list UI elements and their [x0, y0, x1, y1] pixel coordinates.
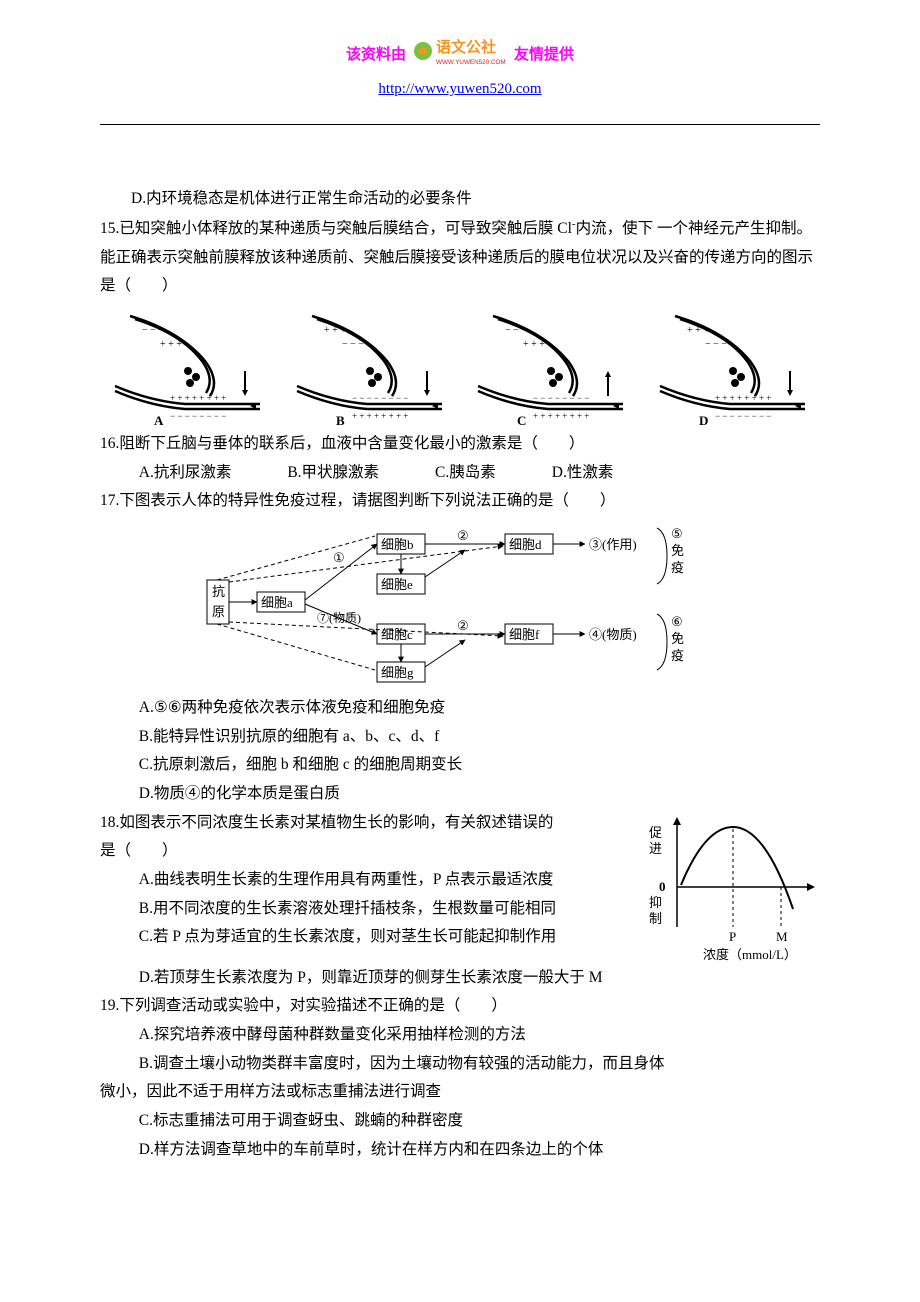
header-line-1: 该资料由 语文公社 WWW.YUWEN520.COM 友情提供 [100, 34, 820, 73]
q15-option-d-figure: + + + − − − + + + + + + + + − − − − − − … [655, 311, 810, 426]
svg-text:①: ① [333, 550, 345, 565]
svg-text:− − − − − − − −: − − − − − − − − [352, 393, 408, 403]
q17-stem: 17.下图表示人体的特异性免疫过程，请据图判断下列说法正确的是（ ） [100, 487, 820, 516]
svg-text:细胞g: 细胞g [381, 665, 414, 680]
q15-figure-row: − − − + + + + + + + + + + + − − − − − − … [110, 311, 810, 426]
svg-text:C: C [517, 413, 526, 426]
svg-text:②: ② [457, 618, 469, 633]
q19-opt-d: D.样方法调查草地中的车前草时，统计在样方内和在四条边上的个体 [100, 1136, 820, 1165]
svg-text:+ + +: + + + [687, 325, 709, 336]
logo-text-top: 语文公社 [436, 38, 496, 56]
svg-text:细胞a: 细胞a [261, 595, 293, 610]
svg-text:⑤: ⑤ [671, 526, 683, 541]
svg-text:细胞b: 细胞b [381, 537, 414, 552]
svg-text:− − − − − − − −: − − − − − − − − [533, 393, 589, 403]
document-body: D.内环境稳态是机体进行正常生命活动的必要条件 15.已知突触小体释放的某种递质… [100, 185, 820, 1164]
q19-opt-a: A.探究培养液中酵母菌种群数量变化采用抽样检测的方法 [100, 1021, 820, 1050]
q18-opt-d: D.若顶芽生长素浓度为 P，则靠近顶芽的侧芽生长素浓度一般大于 M [100, 964, 820, 993]
svg-text:− − − − − − − −: − − − − − − − − [715, 411, 771, 421]
svg-text:+ + +: + + + [523, 339, 545, 350]
svg-text:− − −: − − − [505, 325, 527, 336]
svg-text:浓度（mmol/L）: 浓度（mmol/L） [703, 947, 797, 962]
logo-text-sub: WWW.YUWEN520.COM [436, 59, 506, 66]
svg-text:④(物质): ④(物质) [589, 627, 637, 642]
q15-option-c-figure: − − − + + + − − − − − − − − + + + + + + … [473, 311, 628, 426]
page-header: 该资料由 语文公社 WWW.YUWEN520.COM 友情提供 http://w… [100, 34, 820, 98]
svg-text:+ + + + + + + +: + + + + + + + + [352, 411, 408, 421]
svg-text:0: 0 [659, 879, 666, 894]
svg-text:− − −: − − − [142, 325, 164, 336]
svg-text:细胞c: 细胞c [381, 627, 413, 642]
q14-option-d: D.内环境稳态是机体进行正常生命活动的必要条件 [100, 185, 820, 214]
svg-text:进: 进 [649, 841, 662, 856]
svg-text:促: 促 [649, 825, 662, 840]
q17-opt-a: A.⑤⑥两种免疫依次表示体液免疫和细胞免疫 [100, 694, 820, 723]
svg-text:③(作用): ③(作用) [589, 537, 637, 552]
svg-text:抗: 抗 [212, 584, 225, 599]
svg-text:免: 免 [671, 631, 684, 646]
q17-flow-diagram: 抗原 细胞a 细胞b 细胞e 细胞c 细胞g ① ⑦(物质) 细胞d 细胞f ②… [205, 522, 715, 692]
q16-opt-d: D.性激素 [552, 459, 614, 488]
svg-text:B: B [336, 413, 345, 426]
q19-stem: 19.下列调查活动或实验中，对实验描述不正确的是（ ） [100, 992, 820, 1021]
header-prefix: 该资料由 [346, 43, 406, 64]
q17-opt-c: C.抗原刺激后，细胞 b 和细胞 c 的细胞周期变长 [100, 751, 820, 780]
header-suffix: 友情提供 [514, 43, 574, 64]
q18-block: 18.如图表示不同浓度生长素对某植物生长的影响，有关叙述错误的 是（ ） A.曲… [100, 809, 820, 964]
q16-opt-b: B.甲状腺激素 [287, 459, 379, 488]
svg-text:P: P [729, 929, 736, 944]
svg-text:− − −: − − − [342, 339, 364, 350]
svg-text:⑥: ⑥ [671, 614, 683, 629]
q16-options: A.抗利尿激素 B.甲状腺激素 C.胰岛素 D.性激素 [100, 459, 820, 488]
q16-opt-c: C.胰岛素 [435, 459, 496, 488]
svg-text:+ + + + + + + +: + + + + + + + + [715, 393, 771, 403]
header-url[interactable]: http://www.yuwen520.com [100, 81, 820, 98]
q15-option-a-figure: − − − + + + + + + + + + + + − − − − − − … [110, 311, 265, 426]
q18-stem-a: 18.如图表示不同浓度生长素对某植物生长的影响，有关叙述错误的 [100, 809, 641, 838]
q17-opt-d: D.物质④的化学本质是蛋白质 [100, 780, 820, 809]
q18-opt-c: C.若 P 点为芽适宜的生长素浓度，则对茎生长可能起抑制作用 [100, 923, 641, 952]
q18-opt-a: A.曲线表明生长素的生理作用具有两重性，P 点表示最适浓度 [100, 866, 641, 895]
q19-opt-c: C.标志重捕法可用于调查蚜虫、跳蝻的种群密度 [100, 1107, 820, 1136]
svg-text:− − − − − − − −: − − − − − − − − [170, 411, 226, 421]
svg-text:+ + + + + + + +: + + + + + + + + [533, 411, 589, 421]
svg-text:+ + +: + + + [160, 339, 182, 350]
svg-text:免: 免 [671, 543, 684, 558]
q16-stem: 16.阻断下丘脑与垂体的联系后，血液中含量变化最小的激素是（ ） [100, 430, 820, 459]
svg-text:疫: 疫 [671, 648, 684, 663]
q15-option-b-figure: + + + − − − − − − − − − − − + + + + + + … [292, 311, 447, 426]
q15-stem: 15.已知突触小体释放的某种递质与突触后膜结合，可导致突触后膜 Cl-内流，使下… [100, 214, 820, 301]
q19-opt-b2: 微小，因此不适于用样方法或标志重捕法进行调查 [100, 1078, 820, 1107]
header-divider [100, 124, 820, 125]
q16-opt-a: A.抗利尿激素 [139, 459, 232, 488]
site-logo: 语文公社 WWW.YUWEN520.COM [412, 34, 508, 73]
svg-text:D: D [699, 413, 708, 426]
svg-text:原: 原 [212, 604, 225, 619]
q19-opt-b1: B.调查土壤小动物类群丰富度时，因为土壤动物有较强的活动能力，而且身体 [100, 1050, 820, 1079]
svg-text:A: A [154, 413, 164, 426]
q17-opt-b: B.能特异性识别抗原的细胞有 a、b、c、d、f [100, 723, 820, 752]
svg-text:M: M [776, 929, 788, 944]
svg-text:− − −: − − − [705, 339, 727, 350]
svg-text:+ + +: + + + [324, 325, 346, 336]
q18-opt-b: B.用不同浓度的生长素溶液处理扦插枝条，生根数量可能相同 [100, 895, 641, 924]
svg-text:⑦(物质): ⑦(物质) [317, 611, 361, 625]
svg-text:细胞f: 细胞f [509, 627, 540, 642]
svg-text:疫: 疫 [671, 560, 684, 575]
svg-text:②: ② [457, 528, 469, 543]
q18-graph: 促进 0 抑制 P M 浓度（mmol/L） [645, 809, 820, 964]
svg-text:抑: 抑 [649, 895, 662, 910]
svg-text:细胞e: 细胞e [381, 577, 413, 592]
q18-stem-b: 是（ ） [100, 837, 641, 866]
svg-text:+ + + + + + + +: + + + + + + + + [170, 393, 226, 403]
svg-text:细胞d: 细胞d [509, 537, 542, 552]
svg-text:制: 制 [649, 911, 662, 926]
